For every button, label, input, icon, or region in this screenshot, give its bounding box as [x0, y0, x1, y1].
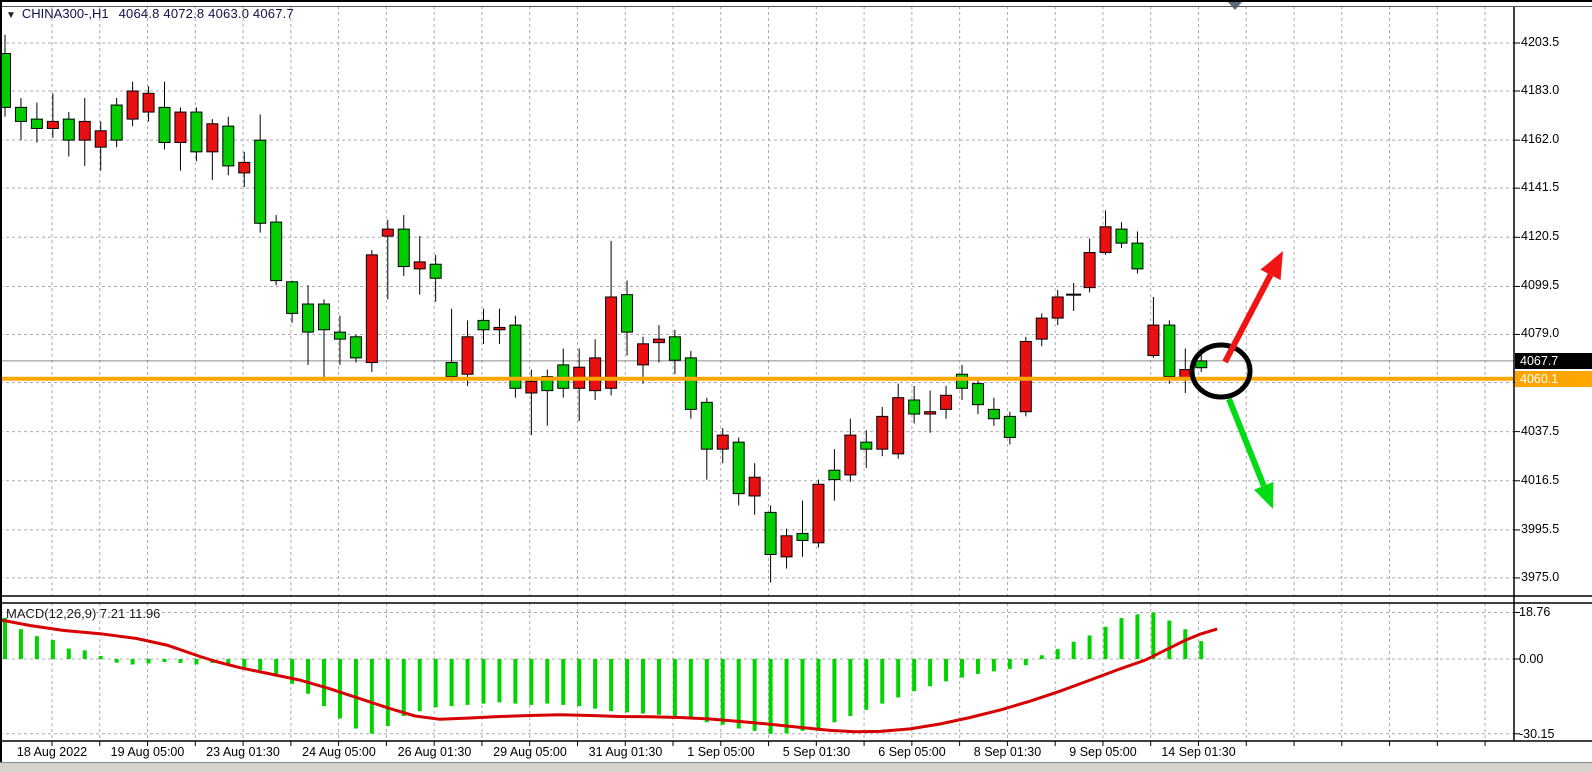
window-top-border	[0, 0, 1592, 2]
pane-top-line	[0, 6, 1592, 7]
window-left-border	[0, 0, 2, 762]
time-axis-label: 14 Sep 01:30	[1161, 745, 1236, 759]
time-axis-label: 23 Aug 01:30	[206, 745, 280, 759]
price-axis-label: 4099.5	[1521, 278, 1560, 293]
price-axis-label: 4037.5	[1521, 423, 1560, 438]
time-axis-label: 18 Aug 2022	[16, 745, 88, 759]
time-axis-label: 26 Aug 01:30	[397, 745, 472, 759]
price-axis-label: 4120.5	[1521, 229, 1560, 244]
time-axis-label: 29 Aug 05:00	[493, 745, 567, 759]
price-axis-label: 4141.5	[1521, 180, 1560, 195]
time-axis-label: 31 Aug 01:30	[588, 745, 663, 759]
chart-title: ▼ CHINA300-,H1 4064.8 4072.8 4063.0 4067.7	[6, 6, 294, 21]
orange-line-price-tag: 4060.1	[1515, 370, 1592, 387]
bearish-arrow-annotation	[1226, 397, 1267, 487]
entry-circle-annotation	[1189, 342, 1253, 400]
window-bottom-strip	[0, 762, 1592, 772]
symbol-dropdown-icon[interactable]: ▼	[6, 10, 16, 21]
macd-axis-label: 0.00	[1519, 652, 1544, 666]
symbol-timeframe-label: CHINA300-,H1	[21, 6, 109, 21]
price-axis-label: 3995.5	[1521, 521, 1560, 536]
time-axis-label: 24 Aug 05:00	[302, 745, 376, 759]
price-axis-label: 4079.0	[1521, 326, 1560, 341]
macd-axis-label: -30.15	[1519, 726, 1555, 741]
time-axis-label: 1 Sep 05:00	[687, 745, 755, 759]
price-axis-label: 4203.5	[1521, 35, 1560, 49]
bullish-arrow-annotation	[1222, 273, 1274, 364]
current-price-tag: 4067.7	[1515, 352, 1592, 369]
macd-axis-label: 18.76	[1519, 605, 1551, 620]
price-axis-label: 4162.0	[1521, 132, 1560, 147]
time-axis-label: 9 Sep 05:00	[1069, 745, 1137, 759]
time-axis-label: 6 Sep 05:00	[878, 745, 946, 759]
price-axis-label: 4016.5	[1521, 472, 1560, 487]
time-axis-label: 8 Sep 01:30	[973, 745, 1042, 759]
ohlc-values: 4064.8 4072.8 4063.0 4067.7	[118, 6, 294, 21]
time-axis-label: 19 Aug 05:00	[110, 745, 185, 759]
price-axis-label: 4183.0	[1521, 82, 1560, 97]
price-axis-label: 3975.0	[1521, 569, 1560, 584]
time-axis-label: 5 Sep 01:30	[782, 745, 851, 759]
macd-indicator-label: MACD(12,26,9) 7.21 11.96	[6, 606, 161, 621]
